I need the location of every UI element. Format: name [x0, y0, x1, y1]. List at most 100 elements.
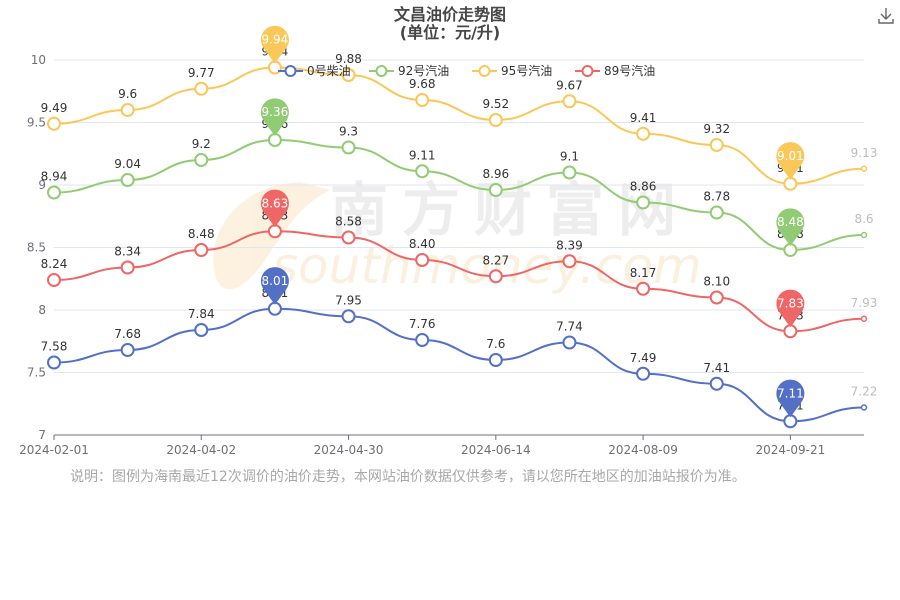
data-label: 8.24: [41, 257, 68, 271]
extreme-pin: [260, 267, 289, 305]
series-line: [53, 307, 865, 423]
data-point: [341, 140, 356, 155]
data-point: [860, 404, 868, 411]
data-point: [709, 138, 724, 152]
series-line: [53, 66, 865, 185]
extreme-pin-label: 9.36: [262, 105, 289, 119]
data-label: 8.40: [409, 237, 436, 251]
data-point: [860, 165, 868, 172]
data-label: 8.94: [41, 170, 68, 184]
watermark-en-text: southmoney.com: [272, 237, 702, 295]
data-label: 8.86: [630, 180, 657, 194]
data-label: 7.22: [851, 385, 878, 399]
data-point: [120, 103, 135, 117]
data-label: 9.11: [409, 148, 436, 162]
data-point: [860, 315, 868, 322]
y-tick-label: 7: [38, 428, 46, 442]
extreme-pin-label: 7.11: [777, 386, 804, 400]
data-label: 8.17: [630, 266, 657, 280]
data-point: [709, 376, 724, 391]
x-tick-label: 2024-04-02: [166, 443, 236, 457]
data-label: 8.39: [556, 238, 583, 252]
extreme-pin-label: 9.01: [777, 149, 804, 163]
data-point: [562, 335, 577, 350]
extreme-pin: [260, 98, 289, 136]
data-point: [636, 281, 651, 296]
data-label: 9.67: [556, 78, 583, 92]
data-point: [562, 254, 577, 269]
legend-marker: [478, 65, 491, 77]
y-tick-label: 8.5: [27, 241, 46, 255]
data-label: 9.04: [114, 157, 141, 171]
data-label: 7.93: [851, 296, 878, 310]
data-point: [562, 94, 577, 109]
data-point: [194, 243, 209, 257]
legend-label: 89号汽油: [604, 63, 655, 78]
series-layer: [47, 60, 868, 429]
data-label: 9.77: [188, 66, 215, 80]
y-tick-label: 10: [31, 53, 46, 67]
legend[interactable]: 0号柴油 92号汽油 95号汽油 89号汽油: [278, 63, 655, 78]
data-label: 8.34: [114, 245, 141, 259]
x-tick-label: 2024-08-09: [608, 443, 678, 457]
data-label: 9.32: [703, 122, 730, 136]
y-tick-label: 7.5: [27, 366, 46, 380]
data-label: 9.1: [560, 150, 579, 164]
data-label: 8.10: [703, 275, 730, 289]
data-point: [709, 205, 724, 220]
extreme-pin-label: 8.48: [777, 215, 804, 229]
legend-item[interactable]: 89号汽油: [575, 63, 655, 78]
data-point: [636, 126, 651, 141]
data-point: [47, 355, 61, 370]
x-tick-label: 2024-04-30: [314, 443, 384, 457]
data-point: [341, 230, 356, 245]
chart-title: 文昌油价走势图: [394, 5, 506, 24]
extreme-pin-label: 8.63: [262, 196, 289, 210]
data-point: [194, 323, 209, 337]
extreme-markers: 8.01 7.11 9.36 8.48 9.94 9.01 8.63 7.83: [260, 25, 805, 418]
legend-label: 95号汽油: [501, 63, 552, 78]
data-point: [341, 68, 356, 82]
y-tick-label: 8: [38, 303, 46, 317]
data-label: 9.2: [192, 137, 211, 151]
data-label: 9.68: [409, 77, 436, 91]
data-label: 8.6: [854, 212, 873, 226]
extreme-pin: [776, 289, 805, 328]
x-tick-label: 2024-02-01: [19, 443, 89, 457]
data-point: [709, 290, 724, 305]
data-label: 7.84: [188, 307, 215, 321]
legend-item[interactable]: 95号汽油: [472, 63, 552, 78]
data-point: [194, 153, 209, 167]
extreme-pin: [776, 208, 805, 246]
data-point: [562, 165, 577, 180]
extreme-pin: [776, 142, 805, 180]
data-label: 7.41: [703, 361, 730, 375]
legend-item[interactable]: 0号柴油: [278, 64, 351, 78]
legend-marker: [581, 65, 594, 77]
data-point: [488, 269, 503, 284]
download-icon[interactable]: [876, 6, 896, 26]
legend-label: 0号柴油: [307, 64, 351, 78]
series-line: [53, 230, 865, 333]
data-point: [47, 273, 61, 287]
x-tick-label: 2024-06-14: [461, 443, 531, 457]
data-label: 7.6: [486, 337, 505, 351]
data-label: 9.3: [339, 125, 358, 139]
data-point: [341, 309, 356, 324]
data-label: 7.68: [114, 327, 141, 341]
extreme-pin: [776, 379, 805, 418]
data-point: [488, 183, 503, 197]
data-label: 7.49: [630, 351, 657, 365]
data-label: 9.49: [41, 101, 68, 115]
data-point: [415, 93, 430, 107]
extreme-pin-label: 8.01: [262, 274, 289, 288]
extreme-pin: [260, 189, 289, 228]
data-label: 8.96: [482, 167, 509, 181]
data-point: [415, 164, 430, 179]
legend-item[interactable]: 92号汽油: [369, 63, 449, 78]
data-label: 7.58: [41, 340, 68, 354]
chart-note: 说明：图例为海南最近12次调价的油价走势，本网站油价数据仅供参考，请以您所在地区…: [70, 469, 746, 485]
data-point: [194, 81, 209, 96]
legend-marker: [375, 65, 388, 77]
extreme-pin-label: 7.83: [777, 296, 804, 310]
